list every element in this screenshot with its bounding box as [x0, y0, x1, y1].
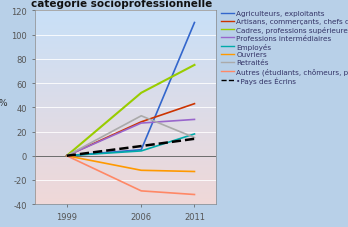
Legend: Agriculteurs, exploitants, Artisans, commerçants, chefs d'entreprise, Cadres, pr: Agriculteurs, exploitants, Artisans, com… — [221, 11, 348, 84]
Text: Évolutions relatives par
catégorie socioprofessionnelle: Évolutions relatives par catégorie socio… — [31, 0, 212, 9]
Y-axis label: %: % — [0, 99, 7, 108]
